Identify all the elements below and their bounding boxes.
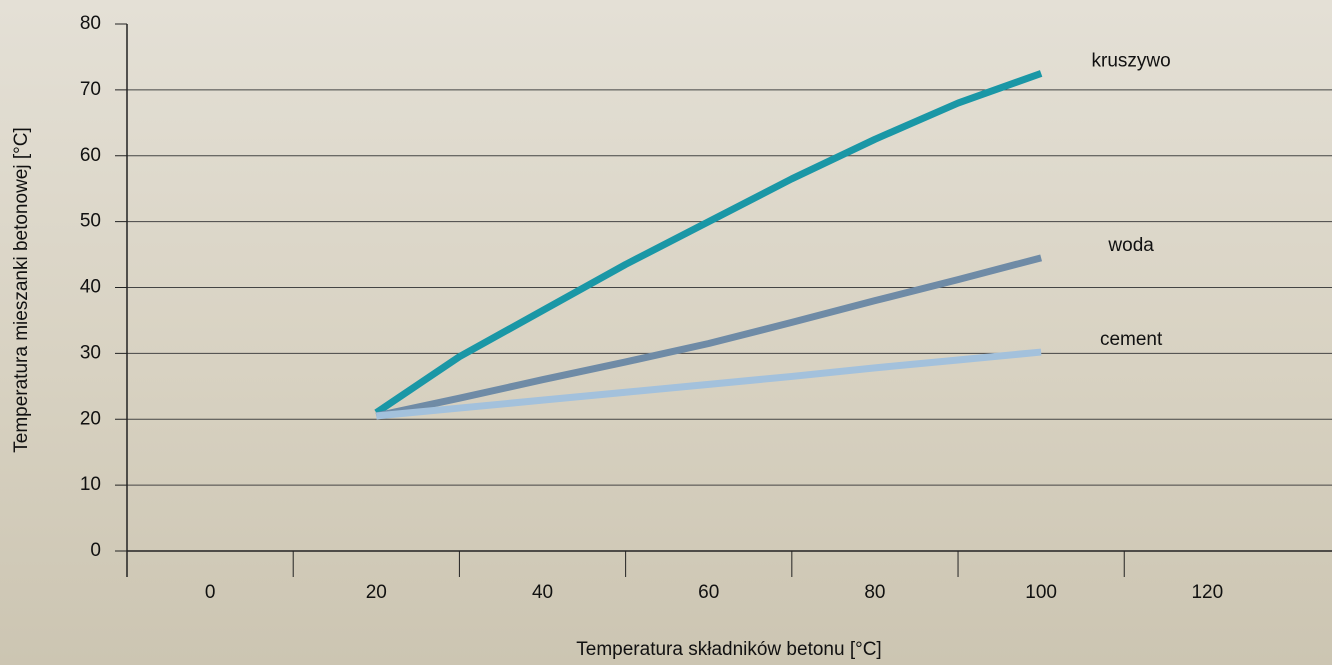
x-tick-label: 20 xyxy=(366,582,387,603)
y-tick-label: 0 xyxy=(90,540,101,561)
series-label: woda xyxy=(1107,235,1154,256)
series-line xyxy=(375,254,1043,420)
y-tick-label: 60 xyxy=(80,145,101,166)
y-tick-label: 20 xyxy=(80,408,101,429)
y-tick-label: 10 xyxy=(80,474,101,495)
x-tick-label: 120 xyxy=(1191,582,1223,603)
x-tick-label: 100 xyxy=(1025,582,1057,603)
y-tick-label: 50 xyxy=(80,211,101,232)
series-line xyxy=(374,70,1043,416)
series-label: kruszywo xyxy=(1092,50,1171,71)
y-axis-title: Temperatura mieszanki betonowej [°C] xyxy=(11,127,32,452)
y-tick-label: 40 xyxy=(80,277,101,298)
x-axis-title: Temperatura składników betonu [°C] xyxy=(576,639,881,660)
series-line xyxy=(375,348,1042,420)
x-tick-label: 60 xyxy=(698,582,719,603)
y-tick-label: 30 xyxy=(80,342,101,363)
x-tick-label: 80 xyxy=(864,582,885,603)
x-tick-label: 40 xyxy=(532,582,553,603)
y-tick-label: 80 xyxy=(80,13,101,34)
x-tick-label: 0 xyxy=(205,582,216,603)
series-label: cement xyxy=(1100,329,1163,350)
y-tick-label: 70 xyxy=(80,79,101,100)
